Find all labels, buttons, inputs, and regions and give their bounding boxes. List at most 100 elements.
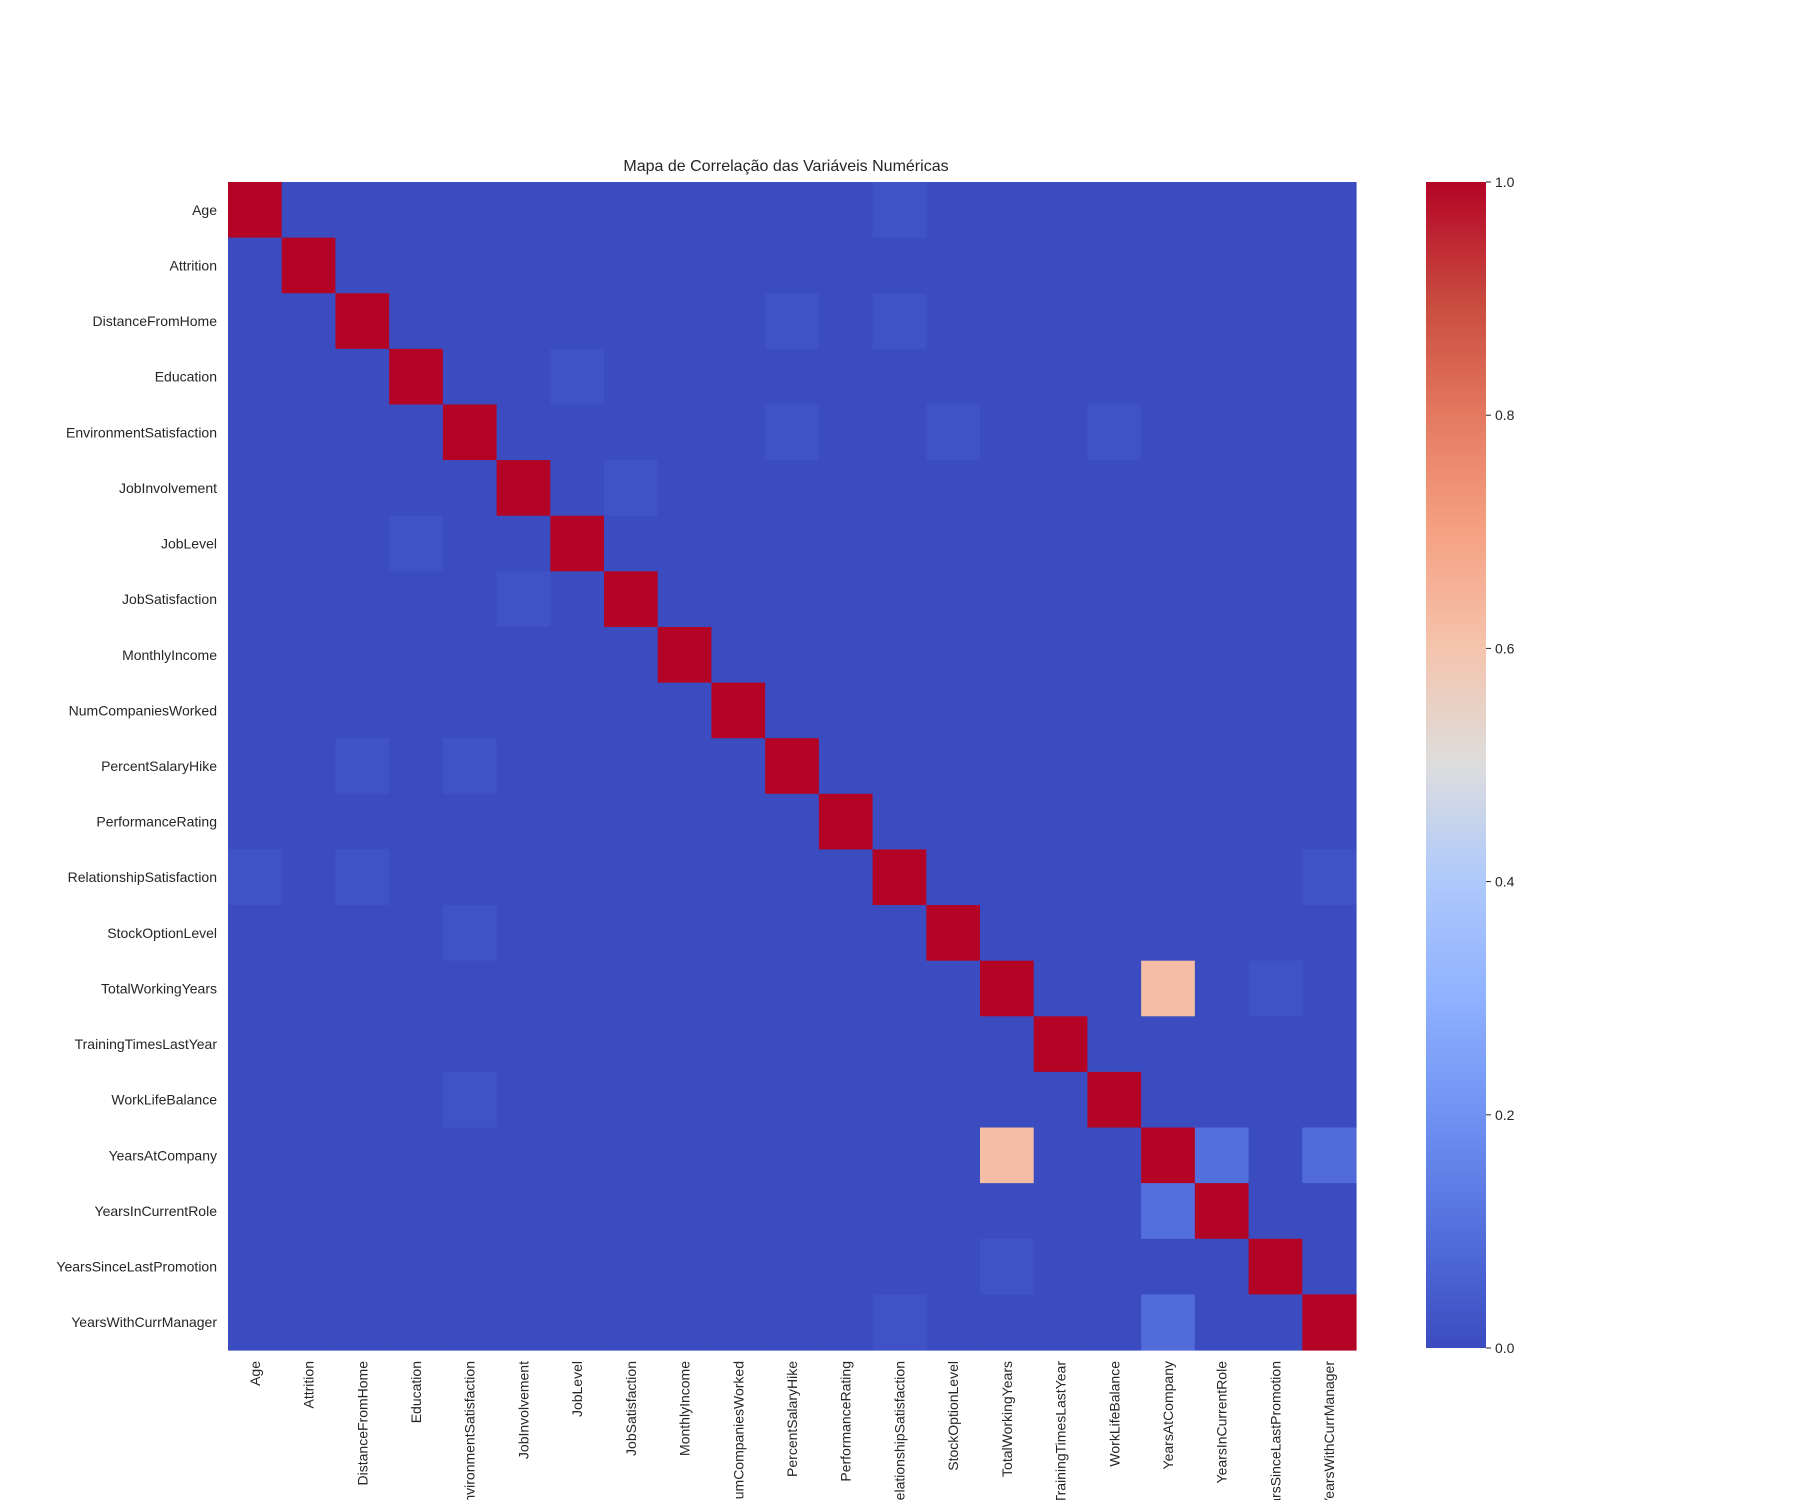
heatmap-cell xyxy=(1087,738,1142,795)
heatmap-cell xyxy=(1141,571,1196,628)
heatmap-cell xyxy=(1033,1016,1089,1073)
heatmap-cell xyxy=(711,793,766,851)
heatmap-cell xyxy=(872,682,927,739)
heatmap-cell xyxy=(550,849,605,906)
heatmap-cell xyxy=(711,626,766,684)
heatmap-cell xyxy=(281,849,337,906)
heatmap-cell xyxy=(228,849,283,906)
heatmap-cell xyxy=(1141,960,1196,1017)
heatmap-cell xyxy=(496,849,551,906)
heatmap-cell xyxy=(604,738,659,795)
heatmap-cell xyxy=(926,404,981,461)
heatmap-cell xyxy=(926,849,981,906)
heatmap-cell xyxy=(926,1071,981,1129)
heatmap-cell xyxy=(1248,460,1303,517)
heatmap-cell xyxy=(228,404,283,461)
heatmap-cell xyxy=(550,1294,605,1351)
heatmap-cell xyxy=(818,1127,874,1184)
heatmap-cell xyxy=(1302,237,1357,294)
heatmap-cell xyxy=(496,460,551,517)
heatmap-cell xyxy=(335,404,390,461)
heatmap-cell xyxy=(1194,1071,1250,1129)
heatmap-cell xyxy=(1033,793,1089,851)
heatmap-cell xyxy=(1087,1127,1142,1184)
heatmap-cell xyxy=(765,1183,820,1240)
heatmap-cell xyxy=(657,293,713,350)
heatmap-cell xyxy=(496,793,551,851)
heatmap-cell xyxy=(1194,1127,1250,1184)
heatmap-cell xyxy=(1302,293,1357,350)
heatmap-cell xyxy=(1141,793,1196,851)
heatmap-cell xyxy=(604,905,659,962)
row-label: NumCompaniesWorked xyxy=(69,702,217,718)
heatmap-cell xyxy=(657,404,713,461)
heatmap-cell xyxy=(281,1294,337,1351)
heatmap-cell xyxy=(872,515,927,572)
heatmap-cell xyxy=(550,682,605,739)
heatmap-cell xyxy=(550,738,605,795)
heatmap-cell xyxy=(1033,738,1089,795)
heatmap-cell xyxy=(657,1016,713,1073)
heatmap-cell xyxy=(1194,1183,1250,1240)
heatmap-cell xyxy=(389,404,444,461)
heatmap-cell xyxy=(765,460,820,517)
heatmap-cell xyxy=(711,1183,766,1240)
heatmap-cell xyxy=(442,793,498,851)
heatmap-cell xyxy=(281,1016,337,1073)
heatmap-cell xyxy=(765,404,820,461)
heatmap-cell xyxy=(872,849,927,906)
heatmap-cell xyxy=(228,626,283,684)
heatmap-cell xyxy=(711,1016,766,1073)
heatmap-cell xyxy=(1033,293,1089,350)
heatmap-cell xyxy=(442,1016,498,1073)
heatmap-cell xyxy=(604,1071,659,1129)
heatmap-cell xyxy=(765,515,820,572)
heatmap-cell xyxy=(872,905,927,962)
heatmap-cell xyxy=(1302,849,1357,906)
heatmap-cell xyxy=(335,1071,390,1129)
heatmap-cell xyxy=(818,626,874,684)
heatmap-cell xyxy=(1194,293,1250,350)
heatmap-cell xyxy=(765,905,820,962)
heatmap-cell xyxy=(980,626,1035,684)
heatmap-cell xyxy=(1194,348,1250,406)
heatmap-cell xyxy=(765,793,820,851)
heatmap-cell xyxy=(1141,905,1196,962)
heatmap-cell xyxy=(281,1071,337,1129)
heatmap-cell xyxy=(980,571,1035,628)
heatmap-cell xyxy=(228,960,283,1017)
heatmap-cell xyxy=(228,793,283,851)
heatmap-cell xyxy=(550,515,605,572)
heatmap-cell xyxy=(228,1238,283,1295)
heatmap-cell xyxy=(604,1238,659,1295)
heatmap-cell xyxy=(926,905,981,962)
heatmap-cell xyxy=(604,960,659,1017)
heatmap-cell xyxy=(442,237,498,294)
heatmap-cell xyxy=(818,237,874,294)
heatmap-cell xyxy=(604,1294,659,1351)
chart-title: Mapa de Correlação das Variáveis Numéric… xyxy=(623,158,948,175)
heatmap-cell xyxy=(1141,1127,1196,1184)
heatmap-cell xyxy=(711,460,766,517)
heatmap-cell xyxy=(281,404,337,461)
heatmap-cell xyxy=(657,1127,713,1184)
heatmap-cell xyxy=(550,237,605,294)
heatmap-cell xyxy=(228,182,283,239)
heatmap-cell xyxy=(711,404,766,461)
heatmap-cell xyxy=(228,1127,283,1184)
heatmap-cell xyxy=(228,1294,283,1351)
heatmap-cell xyxy=(1087,1016,1142,1073)
heatmap-cell xyxy=(872,1238,927,1295)
column-label: PerformanceRating xyxy=(838,1361,854,1482)
heatmap-cell xyxy=(872,793,927,851)
heatmap-cell xyxy=(1194,404,1250,461)
heatmap-cell xyxy=(818,905,874,962)
heatmap-cell xyxy=(389,460,444,517)
heatmap-cell xyxy=(980,237,1035,294)
heatmap-cell xyxy=(496,1016,551,1073)
heatmap-cell xyxy=(1302,1016,1357,1073)
heatmap-cell xyxy=(711,1127,766,1184)
heatmap-cell xyxy=(335,348,390,406)
heatmap-cell xyxy=(496,404,551,461)
heatmap-cell xyxy=(1194,1294,1250,1351)
